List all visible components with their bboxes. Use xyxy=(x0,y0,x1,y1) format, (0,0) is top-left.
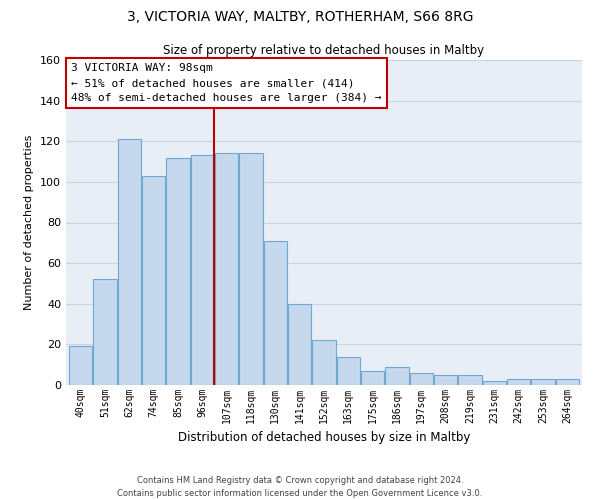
Bar xyxy=(142,176,165,385)
Y-axis label: Number of detached properties: Number of detached properties xyxy=(25,135,34,310)
Bar xyxy=(458,375,482,385)
Text: Contains HM Land Registry data © Crown copyright and database right 2024.
Contai: Contains HM Land Registry data © Crown c… xyxy=(118,476,482,498)
Bar xyxy=(532,379,554,385)
Bar xyxy=(239,154,263,385)
Bar xyxy=(215,154,238,385)
Bar xyxy=(191,156,214,385)
Bar xyxy=(118,139,141,385)
Bar xyxy=(361,371,384,385)
Bar xyxy=(556,379,579,385)
Bar xyxy=(483,381,506,385)
Title: Size of property relative to detached houses in Maltby: Size of property relative to detached ho… xyxy=(163,44,485,58)
X-axis label: Distribution of detached houses by size in Maltby: Distribution of detached houses by size … xyxy=(178,432,470,444)
Bar xyxy=(264,241,287,385)
Text: 3, VICTORIA WAY, MALTBY, ROTHERHAM, S66 8RG: 3, VICTORIA WAY, MALTBY, ROTHERHAM, S66 … xyxy=(127,10,473,24)
Bar xyxy=(337,356,360,385)
Bar xyxy=(410,373,433,385)
Bar xyxy=(288,304,311,385)
Bar xyxy=(507,379,530,385)
Bar xyxy=(166,158,190,385)
Bar xyxy=(434,375,457,385)
Bar xyxy=(69,346,92,385)
Text: 3 VICTORIA WAY: 98sqm
← 51% of detached houses are smaller (414)
48% of semi-det: 3 VICTORIA WAY: 98sqm ← 51% of detached … xyxy=(71,63,382,103)
Bar xyxy=(313,340,335,385)
Bar xyxy=(385,366,409,385)
Bar xyxy=(94,280,116,385)
